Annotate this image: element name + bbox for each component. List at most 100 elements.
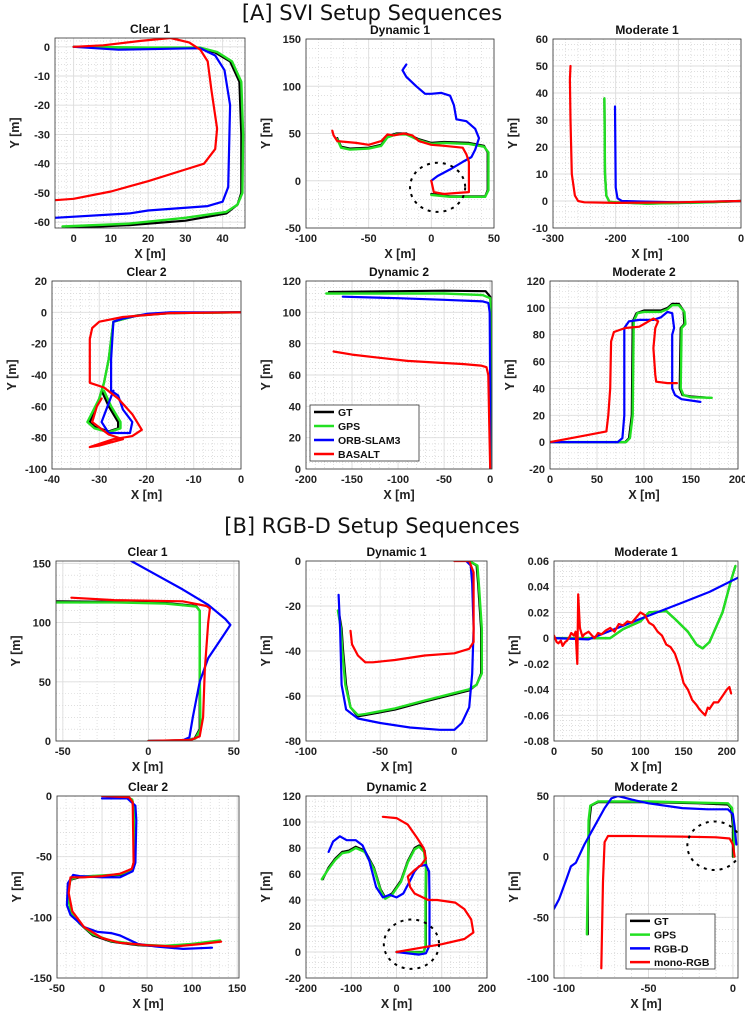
series-line-rgb-d — [327, 835, 431, 956]
legend-entry: ORB-SLAM3 — [338, 435, 401, 447]
x-tick-label: 50 — [591, 746, 603, 758]
y-tick-label: -150 — [30, 973, 52, 985]
x-tick-label: -50 — [436, 474, 452, 486]
y-tick-label: 40 — [289, 401, 301, 413]
axes-frame — [549, 280, 739, 470]
y-tick-label: 0.02 — [528, 607, 549, 619]
highlight-circle — [409, 161, 467, 213]
y-axis-label: Y [m] — [5, 359, 19, 390]
subplot-10: -200 -100 0 100 200-20020406080100120Dynamic… — [259, 780, 496, 1011]
x-tick-label: -100 — [295, 746, 317, 758]
y-tick-label: -10 — [532, 223, 548, 235]
subplot-8: 0 50 100 150 200 -0.08 -0.06 -0.04 -0.02 0 0.02 0.0… — [507, 545, 739, 774]
section-title-a: [A] SVI Setup Sequences — [242, 1, 502, 25]
y-tick-label: 0 — [539, 437, 545, 449]
subplot-11: -100 -50 0 -100 -50 0 50 Moderate 2 X [m] Y [m] GT… — [507, 780, 739, 1011]
y-tick-label: 0 — [543, 633, 549, 645]
y-axis-label: Y [m] — [507, 871, 521, 902]
subplot-title: Clear 1 — [127, 545, 167, 559]
series-group — [554, 796, 738, 970]
series-line-rgb-d — [554, 576, 738, 641]
y-tick-label: 40 — [536, 88, 548, 100]
series-line-basalt — [568, 64, 741, 204]
subplot-9: -50 0 50 100 150 -150 -100 -50 0 Clear 2 X [m] Y [m… — [10, 780, 246, 1011]
legend-box — [625, 913, 716, 970]
x-tick-label: -300 — [542, 233, 564, 245]
y-tick-label: -100 — [30, 912, 52, 924]
x-tick-label: -30 — [91, 474, 107, 486]
y-axis-label: Y [m] — [506, 118, 520, 149]
series-line-mono-rgb — [381, 815, 475, 954]
subplot-title: Clear 2 — [126, 265, 166, 279]
x-tick-label: 0 — [738, 233, 744, 245]
x-tick-label: 100 — [183, 983, 201, 995]
y-tick-label: 0 — [46, 791, 52, 803]
y-tick-label: 100 — [283, 307, 301, 319]
y-tick-label: -0.04 — [524, 685, 550, 697]
y-tick-label: 40 — [289, 895, 301, 907]
y-tick-label: -30 — [34, 129, 50, 141]
y-tick-label: 20 — [533, 410, 545, 422]
series-group — [56, 561, 232, 741]
axes-frame — [305, 280, 493, 470]
y-tick-label: 80 — [533, 330, 545, 342]
y-tick-label: 0.06 — [528, 556, 549, 568]
x-tick-label: 150 — [228, 983, 246, 995]
subplot-title: Moderate 1 — [614, 545, 678, 559]
legend: GT GPS ORB-SLAM3 BASALT — [309, 404, 420, 462]
y-tick-label: -0.06 — [524, 710, 549, 722]
subplot-title: Dynamic 2 — [366, 780, 426, 794]
subplot-7: -100 -50 0 -80 -60 -40 -20 0 Dynamic 1 X [m] Y [m] — [259, 545, 488, 774]
x-tick-label: 0 — [547, 474, 553, 486]
x-tick-label: 0 — [428, 233, 434, 245]
y-tick-label: -50 — [34, 188, 50, 200]
series-line-rgb-d — [65, 797, 214, 950]
axes-frame — [552, 38, 742, 229]
legend-entry: GT — [654, 916, 669, 928]
axes-frame — [55, 560, 240, 742]
y-tick-label: -50 — [36, 852, 52, 864]
x-tick-label: 200 — [718, 746, 736, 758]
y-tick-label: 40 — [533, 383, 545, 395]
x-tick-label: -50 — [361, 233, 377, 245]
series-line-rgb-d — [130, 561, 232, 741]
x-tick-label: -100 — [295, 233, 317, 245]
x-axis-label: X [m] — [384, 247, 415, 261]
y-tick-label: 100 — [33, 618, 51, 630]
y-axis-label: Y [m] — [10, 871, 24, 902]
y-tick-label: -20 — [34, 100, 50, 112]
series-group — [325, 289, 492, 469]
y-tick-label: -40 — [285, 646, 301, 658]
x-axis-label: X [m] — [631, 247, 662, 261]
y-tick-label: 120 — [283, 276, 301, 288]
y-tick-label: -100 — [527, 973, 549, 985]
y-tick-label: 80 — [289, 843, 301, 855]
plot-area — [56, 561, 239, 741]
y-tick-label: 0 — [295, 464, 301, 476]
series-line-basalt — [332, 350, 492, 469]
x-axis-label: X [m] — [383, 488, 414, 502]
y-axis-label: Y [m] — [8, 117, 22, 148]
y-tick-label: -20 — [285, 973, 301, 985]
x-tick-label: -100 — [340, 983, 362, 995]
axes-frame — [51, 280, 242, 470]
plot-area — [553, 39, 741, 228]
series-line-mono-rgb — [349, 561, 475, 664]
y-axis-label: Y [m] — [9, 635, 23, 666]
legend-box — [309, 404, 420, 462]
y-tick-label: -10 — [34, 71, 50, 83]
y-axis-label: Y [m] — [259, 118, 273, 149]
y-tick-label: 20 — [35, 276, 47, 288]
y-tick-label: 150 — [33, 558, 51, 570]
x-tick-label: 100 — [433, 983, 451, 995]
x-tick-label: 200 — [729, 474, 745, 486]
y-tick-label: 120 — [527, 276, 545, 288]
series-group — [320, 815, 475, 970]
x-tick-label: 0 — [487, 474, 493, 486]
y-tick-label: 0 — [542, 196, 548, 208]
y-tick-label: 60 — [536, 34, 548, 46]
x-axis-label: X [m] — [628, 488, 659, 502]
